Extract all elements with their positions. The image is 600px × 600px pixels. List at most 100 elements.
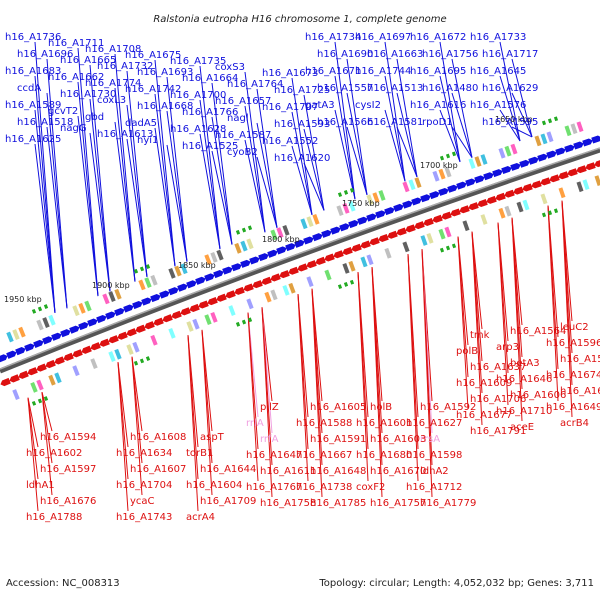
plus-gene-label: coxS3 [215, 62, 245, 73]
gc-marker [337, 192, 343, 198]
cog-tile-plus [306, 216, 314, 227]
cog-tile-minus [498, 207, 506, 219]
kbp-label: 1900 kbp [92, 281, 130, 290]
cog-tile-plus [534, 135, 542, 147]
cog-tile-plus [540, 133, 548, 145]
minus-gene-label: h16_A1712 [406, 482, 462, 493]
plus-gene-label: coxL3 [97, 95, 126, 106]
cog-tile-minus [90, 358, 98, 369]
minus-gene-label: tmk [470, 330, 490, 341]
plus-strand-gene [222, 266, 233, 275]
plus-gene-label: h16_A1717 [482, 49, 538, 60]
plus-leader-line [346, 58, 368, 195]
minus-strand-gene [351, 243, 362, 252]
cog-tile-plus [348, 200, 356, 212]
plus-gene-label: h16_A1668 [137, 101, 193, 112]
plus-leader-line [291, 77, 313, 215]
plus-gene-label: h16_A1732 [97, 61, 153, 72]
minus-strand-gene [450, 208, 461, 217]
cog-tile-minus [204, 314, 212, 326]
plus-leader-line [199, 65, 221, 250]
cog-tile-plus [504, 145, 512, 157]
chromosome-backbone-highlight [0, 147, 600, 370]
plus-leader-line [34, 109, 56, 314]
minus-strand-gene [261, 276, 272, 285]
cog-tile-plus [282, 225, 290, 236]
plus-leader-line [166, 144, 188, 262]
genome-summary-text: Topology: circular; Length: 4,052,032 bp… [318, 578, 594, 589]
plus-gene-label: h16_A1730 [60, 89, 116, 100]
plus-gene-label: h16_A1662 [48, 72, 104, 83]
cog-tile-plus [438, 168, 446, 180]
cog-tile-plus [246, 238, 254, 250]
minus-gene-label: ycaC [130, 496, 155, 507]
minus-gene-label: pilZ [260, 402, 279, 413]
gc-marker [445, 153, 451, 159]
plus-strand-gene [339, 223, 350, 232]
plus-strand-gene [60, 329, 71, 338]
minus-strand-gene [495, 192, 506, 201]
minus-gene-label: h16_A1591 [310, 434, 366, 445]
plus-strand-gene [402, 200, 413, 209]
minus-gene-label: h16_A1709 [200, 496, 256, 507]
cog-tile-minus [132, 341, 140, 353]
plus-strand-gene [474, 175, 485, 184]
minus-gene-label: h16_A1779 [420, 498, 476, 509]
minus-gene-label: h16_A1706 [470, 394, 526, 405]
minus-leader-line [117, 362, 129, 512]
cog-tile-plus [414, 177, 422, 188]
minus-strand-gene [36, 363, 47, 372]
cog-tile-plus [216, 249, 224, 261]
plus-leader-line [439, 75, 461, 162]
minus-gene-label: h16_A1634 [116, 448, 172, 459]
cog-tile-plus [342, 203, 350, 214]
cog-tile-minus [48, 374, 56, 386]
plus-strand-gene [555, 147, 566, 156]
cog-tile-minus [282, 285, 290, 296]
plus-leader-line [77, 81, 99, 297]
cog-tile-plus [378, 190, 386, 201]
cog-tile-minus [504, 205, 512, 217]
feature-tracks [0, 116, 600, 406]
plus-leader-line [244, 139, 266, 233]
gc-marker [145, 356, 151, 361]
plus-leader-line [77, 115, 99, 297]
plus-strand-gene [177, 283, 188, 292]
cog-tile-minus [462, 220, 470, 232]
minus-strand-gene [18, 370, 29, 379]
plus-gene-label: h16_A1697 [355, 32, 411, 43]
gc-marker [451, 243, 457, 249]
plus-strand-gene [150, 294, 161, 303]
plus-strand-gene [51, 332, 62, 341]
minus-gene-label: h16_A1710 [496, 406, 552, 417]
minus-gene-label: h16_A1669 [560, 386, 600, 397]
cog-tile-plus [42, 317, 50, 328]
plus-gene-label: h16_A1518 [17, 117, 73, 128]
plus-strand-gene [537, 153, 548, 162]
plus-leader-line [396, 92, 418, 178]
minus-strand-gene [126, 328, 137, 337]
gc-marker [349, 187, 355, 193]
cog-tile-minus [522, 199, 530, 211]
plus-gene-label: h16_A1629 [482, 83, 538, 94]
minus-strand-gene [414, 221, 425, 230]
plus-leader-line [396, 126, 418, 178]
kbp-label: 1700 kbp [420, 161, 458, 170]
plus-strand-gene [366, 213, 377, 222]
gc-marker [241, 227, 247, 233]
minus-gene-label: torB1 [186, 448, 213, 459]
plus-leader-line [126, 70, 148, 278]
plus-strand-gene [24, 343, 35, 352]
minus-strand-gene [171, 310, 182, 319]
minus-gene-label: h16_A1674 [546, 370, 600, 381]
gc-marker [241, 319, 247, 325]
plus-gene-label: nagl [227, 113, 249, 124]
plus-gene-label: h16_A1756 [422, 49, 478, 60]
minus-gene-label: h16_A1788 [26, 512, 82, 523]
cog-tile-plus [372, 192, 380, 203]
minus-gene-label: h16_A1596 [546, 338, 600, 349]
plus-leader-line [154, 127, 176, 267]
plus-strand-gene [348, 220, 359, 229]
kbp-label: 1850 kbp [178, 261, 216, 270]
